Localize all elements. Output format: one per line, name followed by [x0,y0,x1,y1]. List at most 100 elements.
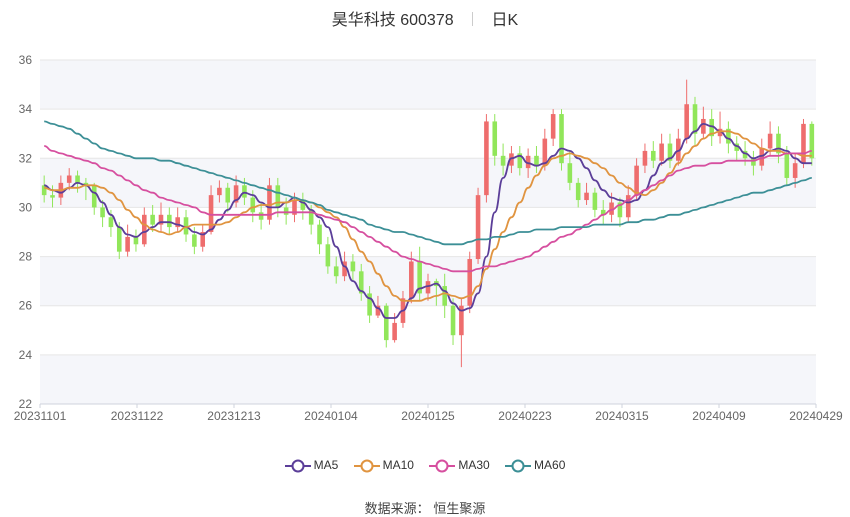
candle-body [333,266,339,277]
candle [500,143,506,176]
candle-body [667,143,673,161]
y-tick-label: 28 [19,250,33,264]
candle [625,185,631,223]
candle-body [150,214,155,225]
y-tick-label: 32 [19,151,33,165]
candle-body [684,104,689,139]
candle-body [308,209,314,225]
legend-ma60[interactable]: MA60 [505,458,565,473]
title-divider [472,12,474,26]
candle [517,146,523,176]
candle [676,128,681,166]
candle-body [417,261,422,294]
candle-body [701,118,706,134]
candle-body [692,104,698,134]
candle [383,303,389,348]
legend-ma60-marker [505,459,532,473]
candle-body [751,158,756,166]
moving-average-lines [44,120,812,319]
candle [267,177,272,225]
candle-body [625,195,631,218]
candle-body [383,305,389,341]
candle-body [300,200,306,210]
candle-body [600,209,606,215]
candle [726,121,731,154]
candle-body [742,150,748,159]
x-tick-label: 20231122 [111,409,164,423]
candle-body [517,153,523,169]
candle-body [183,217,189,235]
candle-body [83,182,89,186]
candle-body [492,121,498,156]
y-tick-label: 34 [19,102,33,116]
x-tick-label: 20231213 [207,409,261,423]
candle [175,207,180,232]
candle [475,187,481,264]
candle-body [167,214,172,228]
candle-body [91,185,97,208]
legend-ma60-label: MA60 [534,458,566,472]
candle-body [467,259,473,306]
candle-body [542,138,548,166]
candle-body [659,143,664,161]
ma5-line [44,122,812,319]
y-tick-label: 26 [19,299,33,313]
candle-body [726,128,731,144]
candle [409,251,414,304]
legend-ma10-marker [353,459,380,473]
candle [692,96,698,146]
kline-chart[interactable]: 22 24 26 28 30 32 34 36 20231101 20231122 2023121… [0,0,850,460]
candle [142,207,147,247]
y-tick-label: 22 [19,397,33,411]
candle-body [575,182,581,201]
legend-ma5[interactable]: MA5 [284,458,339,473]
x-tick-label: 20240409 [692,409,746,423]
candle [325,236,331,274]
candle [217,180,222,203]
x-tick-label: 20240125 [401,409,455,423]
candle-body [767,133,773,149]
legend-ma5-label: MA5 [313,458,339,472]
candle-body [192,234,197,247]
candle-body [158,214,164,225]
candle [701,106,706,139]
background-bands [40,60,816,404]
candle [367,286,372,323]
candle-body [367,293,372,316]
candle-body [500,155,506,166]
candle [442,273,447,318]
candle-body [409,261,414,299]
candle [642,143,648,174]
stock-name-code: 昊华科技 600378 [331,12,454,29]
candle [167,207,172,235]
candle-body [116,227,122,252]
candle-body [734,143,740,151]
candle-body [358,271,364,294]
candle [492,114,498,166]
legend-ma10-label: MA10 [382,458,414,472]
candle [467,251,473,314]
candle [50,185,55,208]
candle-body [550,114,556,139]
legend-ma30[interactable]: MA30 [429,458,490,473]
candle-body [442,286,447,306]
candle [751,150,756,176]
y-tick-label: 36 [19,53,33,67]
candle [600,200,606,225]
candle [125,224,130,257]
candle-body [392,322,397,341]
candle [667,133,673,169]
candle-body [325,244,331,267]
candle-body [534,155,539,166]
candle [509,146,514,174]
candle-body [634,165,639,196]
candle [41,175,47,203]
candle-body [317,224,322,245]
x-tick-label: 20240315 [595,409,649,423]
x-tick-label: 20240223 [498,409,552,423]
legend-ma10[interactable]: MA10 [353,458,414,473]
candle [709,109,714,146]
legend-ma5-marker [284,459,311,473]
x-tick-label: 20231101 [14,409,67,423]
candle [617,197,623,228]
